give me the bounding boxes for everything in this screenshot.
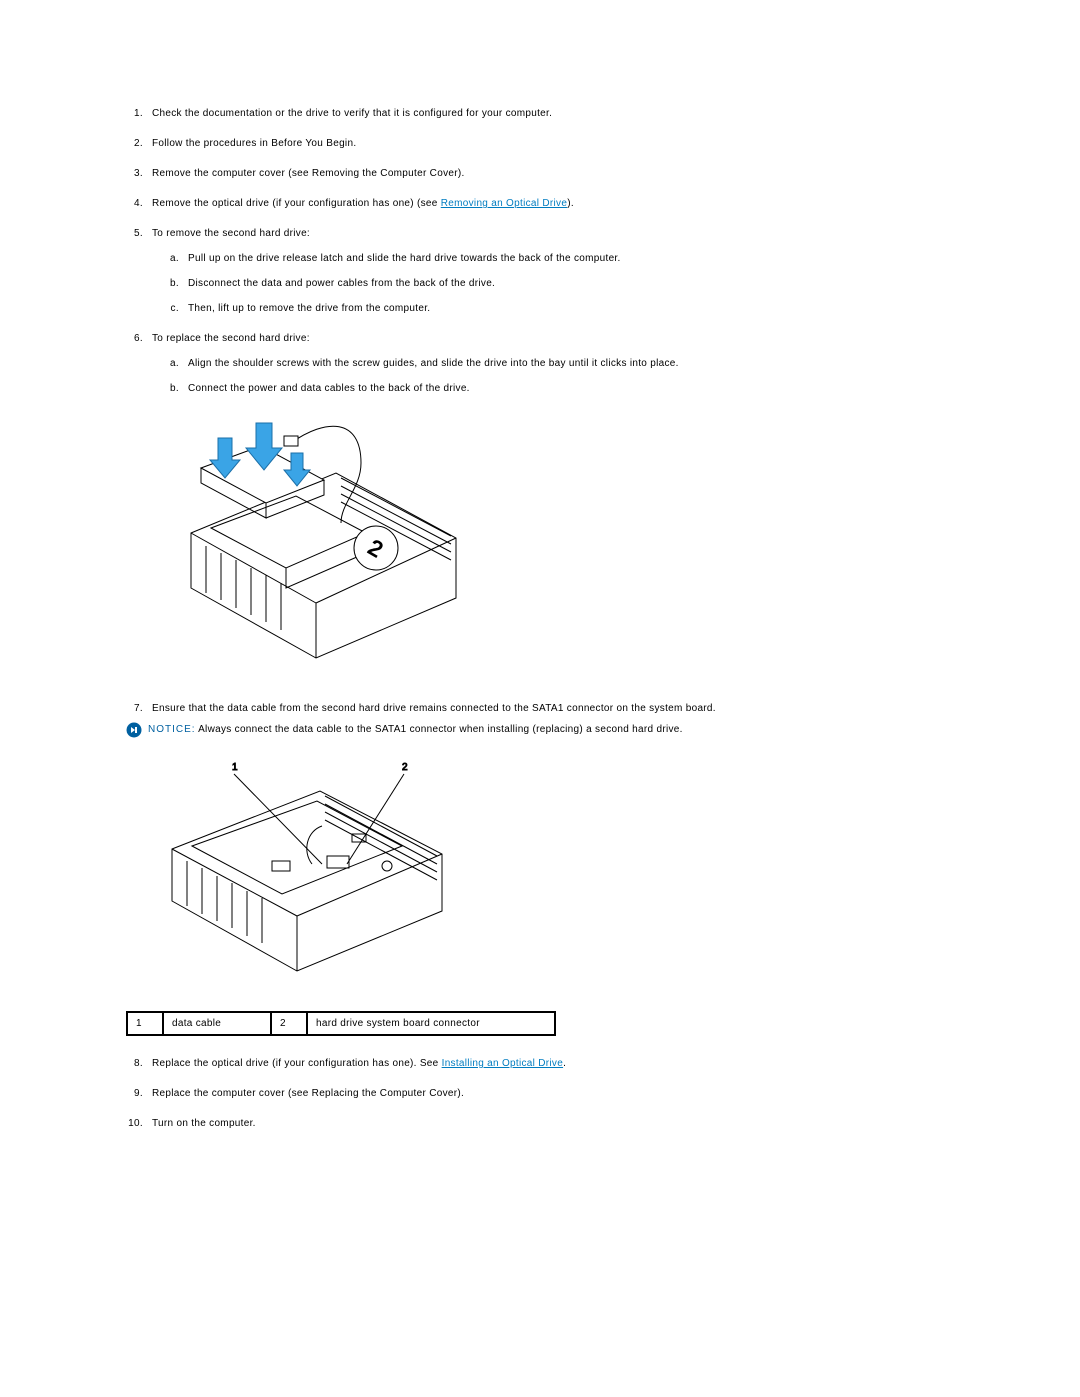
- diagram-1-svg: 2: [166, 408, 466, 678]
- step-5b: Disconnect the data and power cables fro…: [182, 278, 960, 289]
- notice-block: NOTICE: Always connect the data cable to…: [126, 724, 960, 738]
- step-5: To remove the second hard drive: Pull up…: [146, 228, 960, 314]
- step-8: Replace the optical drive (if your confi…: [146, 1058, 960, 1069]
- procedure-list: Check the documentation or the drive to …: [120, 108, 960, 1129]
- step-6-sublist: Align the shoulder screws with the screw…: [152, 358, 960, 394]
- step-1-text: Check the documentation or the drive to …: [152, 108, 552, 119]
- notice-icon: [126, 722, 142, 738]
- step-2-text: Follow the procedures in Before You Begi…: [152, 138, 356, 149]
- step-3: Remove the computer cover (see Removing …: [146, 168, 960, 179]
- step-5-sublist: Pull up on the drive release latch and s…: [152, 253, 960, 314]
- step-5c-text: Then, lift up to remove the drive from t…: [188, 303, 430, 314]
- callout-2-number: 2: [402, 762, 408, 773]
- step-6: To replace the second hard drive: Align …: [146, 333, 960, 681]
- step-10-text: Turn on the computer.: [152, 1118, 256, 1129]
- step-5a-text: Pull up on the drive release latch and s…: [188, 253, 621, 264]
- step-5a: Pull up on the drive release latch and s…: [182, 253, 960, 264]
- step-4-suffix: ).: [567, 198, 574, 209]
- diagram-2: 1 2: [152, 756, 960, 989]
- table-row: 1 data cable 2 hard drive system board c…: [127, 1012, 555, 1035]
- step-5-text: To remove the second hard drive:: [152, 228, 310, 239]
- step-9: Replace the computer cover (see Replacin…: [146, 1088, 960, 1099]
- callout-cell-2-label: hard drive system board connector: [307, 1012, 555, 1035]
- callout-table: 1 data cable 2 hard drive system board c…: [126, 1011, 556, 1036]
- callout-1-number: 1: [232, 762, 238, 773]
- notice-text: Always connect the data cable to the SAT…: [196, 724, 683, 735]
- callout-cell-1-label: data cable: [163, 1012, 271, 1035]
- step-6-text: To replace the second hard drive:: [152, 333, 310, 344]
- step-8-suffix: .: [563, 1058, 566, 1069]
- step-6b-text: Connect the power and data cables to the…: [188, 383, 470, 394]
- step-8-prefix: Replace the optical drive (if your confi…: [152, 1058, 442, 1069]
- step-6a: Align the shoulder screws with the screw…: [182, 358, 960, 369]
- step-5c: Then, lift up to remove the drive from t…: [182, 303, 960, 314]
- link-removing-optical-drive[interactable]: Removing an Optical Drive: [441, 198, 567, 209]
- step-6b: Connect the power and data cables to the…: [182, 383, 960, 394]
- step-4: Remove the optical drive (if your config…: [146, 198, 960, 209]
- diagram-2-svg: 1 2: [152, 756, 452, 986]
- callout-cell-1-num: 1: [127, 1012, 163, 1035]
- step-6a-text: Align the shoulder screws with the screw…: [188, 358, 679, 369]
- step-7: Ensure that the data cable from the seco…: [146, 703, 960, 1036]
- page-container: Check the documentation or the drive to …: [0, 0, 1080, 1397]
- step-3-text: Remove the computer cover (see Removing …: [152, 168, 465, 179]
- step-1: Check the documentation or the drive to …: [146, 108, 960, 119]
- step-7-text: Ensure that the data cable from the seco…: [152, 703, 716, 714]
- notice-text-wrap: NOTICE: Always connect the data cable to…: [148, 724, 683, 735]
- link-installing-optical-drive[interactable]: Installing an Optical Drive: [442, 1058, 563, 1069]
- diagram-1: 2: [166, 408, 960, 681]
- step-10: Turn on the computer.: [146, 1118, 960, 1129]
- callout-cell-2-num: 2: [271, 1012, 307, 1035]
- step-5b-text: Disconnect the data and power cables fro…: [188, 278, 495, 289]
- step-2: Follow the procedures in Before You Begi…: [146, 138, 960, 149]
- step-9-text: Replace the computer cover (see Replacin…: [152, 1088, 464, 1099]
- step-4-prefix: Remove the optical drive (if your config…: [152, 198, 441, 209]
- notice-label: NOTICE:: [148, 724, 196, 735]
